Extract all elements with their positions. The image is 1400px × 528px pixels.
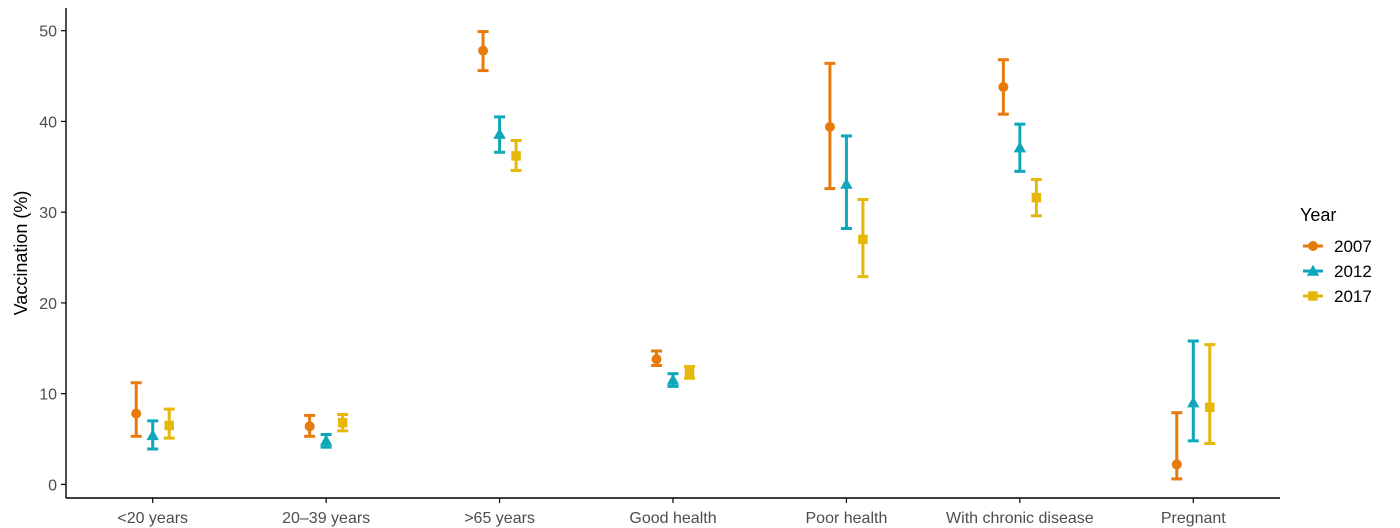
series-2017	[163, 138, 1216, 446]
x-tick-label: Good health	[629, 510, 716, 527]
legend-label: 2012	[1334, 262, 1372, 281]
x-tick-label: Poor health	[806, 510, 888, 527]
chart-axes	[65, 8, 1280, 499]
data-point	[666, 373, 680, 385]
data-point	[858, 234, 868, 245]
y-tick-label: 0	[48, 477, 57, 494]
y-ticks: 0 10 20 30 40 50	[39, 24, 66, 494]
data-point	[131, 408, 142, 419]
y-tick-label: 10	[39, 387, 57, 404]
data-point	[1205, 402, 1215, 413]
data-point	[684, 368, 695, 378]
data-point	[164, 420, 174, 431]
data-point	[651, 354, 662, 365]
x-tick-label: Pregnant	[1161, 510, 1226, 527]
x-tick-label: 20–39 years	[282, 510, 370, 527]
y-tick-label: 30	[39, 205, 57, 222]
y-tick-label: 40	[39, 114, 57, 131]
series-2012	[146, 115, 1200, 451]
legend-key-marker	[1308, 291, 1318, 301]
x-ticks: <20 years 20–39 years >65 years Good health…	[117, 498, 1226, 527]
data-point	[511, 151, 521, 161]
x-tick-label: >65 years	[464, 510, 535, 527]
x-tick-label: With chronic disease	[946, 510, 1094, 527]
legend: Year 2007 2012 2017	[1300, 205, 1372, 306]
y-tick-label: 50	[39, 24, 57, 41]
data-point	[337, 417, 348, 428]
legend-label: 2017	[1334, 287, 1372, 306]
series-2007	[130, 30, 1183, 481]
data-point	[478, 45, 489, 56]
x-tick-label: <20 years	[117, 510, 188, 527]
data-point	[824, 121, 835, 132]
data-point	[1171, 459, 1182, 470]
data-point	[998, 81, 1009, 92]
legend-key-marker	[1306, 264, 1320, 276]
legend-key-marker	[1308, 241, 1318, 251]
data-point	[319, 434, 333, 446]
data-point	[146, 429, 159, 441]
data-point	[1013, 141, 1027, 153]
legend-label: 2007	[1334, 237, 1372, 256]
data-point	[1031, 192, 1042, 203]
data-point	[493, 127, 506, 139]
y-tick-label: 20	[39, 296, 57, 313]
data-point	[304, 421, 315, 432]
data-point	[1187, 396, 1200, 408]
y-axis-title: Vaccination (%)	[11, 191, 31, 316]
chart-marks	[130, 30, 1216, 481]
legend-title: Year	[1300, 205, 1336, 225]
data-point	[840, 177, 853, 189]
